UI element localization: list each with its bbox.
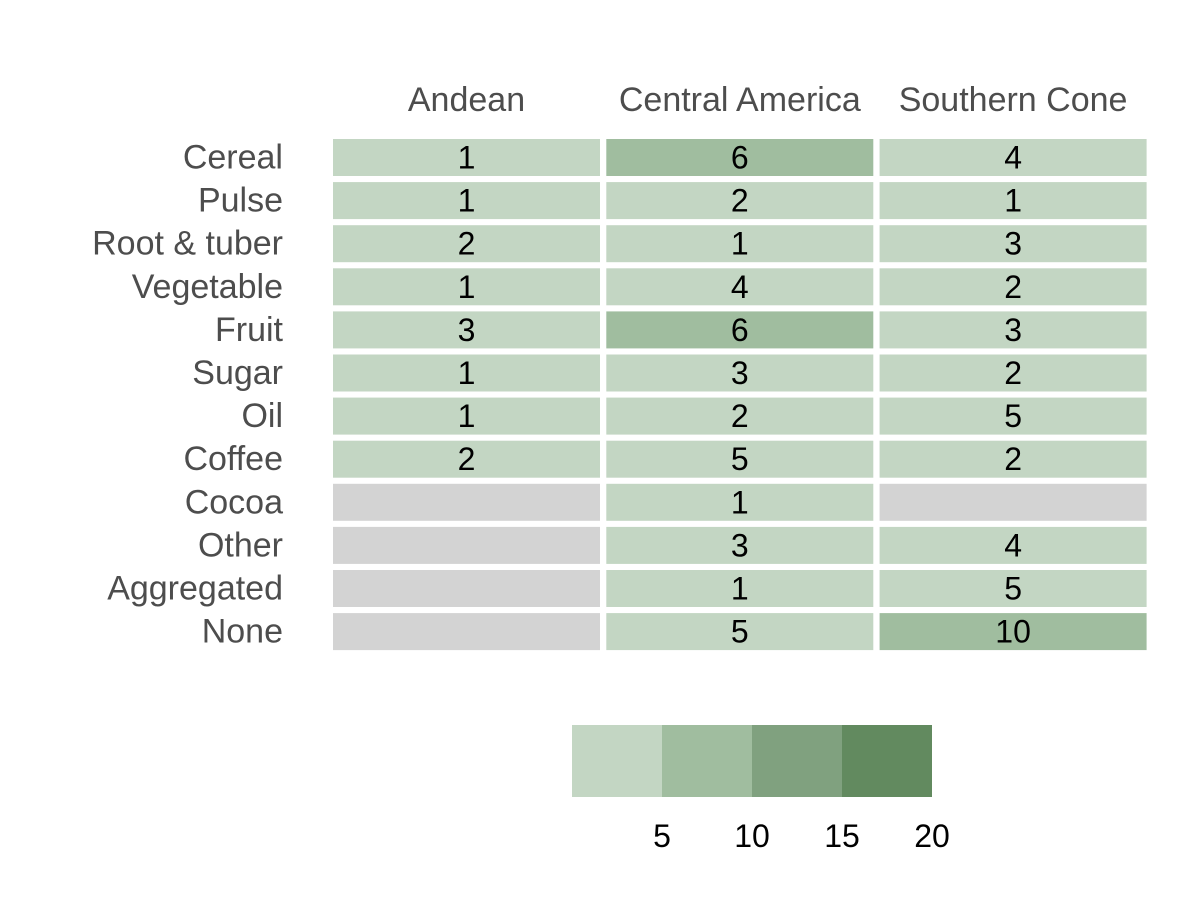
row-label: Pulse bbox=[198, 182, 283, 220]
row-label: Vegetable bbox=[132, 268, 283, 306]
legend-tick-label: 10 bbox=[734, 818, 770, 854]
cell-value-label: 2 bbox=[731, 183, 749, 219]
heatmap-cell bbox=[333, 225, 600, 263]
row-label: Fruit bbox=[215, 311, 284, 349]
cell-value-label: 1 bbox=[458, 398, 476, 434]
cell-value-label: 1 bbox=[1004, 183, 1022, 219]
legend-color-block bbox=[662, 725, 752, 797]
heatmap-cell bbox=[606, 354, 874, 392]
heatmap-cell bbox=[606, 268, 874, 306]
heatmap-cell-empty bbox=[333, 526, 600, 564]
cell-value-label: 4 bbox=[1004, 140, 1022, 176]
row-label: Cocoa bbox=[185, 483, 283, 521]
cell-value-label: 2 bbox=[1004, 355, 1022, 391]
cell-value-label: 5 bbox=[731, 614, 749, 650]
heatmap-cell bbox=[333, 182, 600, 220]
heatmap-cell bbox=[333, 139, 600, 176]
cell-value-label: 5 bbox=[1004, 398, 1022, 434]
legend-tick-label: 15 bbox=[824, 818, 860, 854]
heatmap-cell bbox=[879, 440, 1147, 478]
cell-value-label: 3 bbox=[1004, 312, 1022, 348]
heatmap-cell bbox=[606, 570, 874, 607]
cell-value-label: 6 bbox=[731, 312, 749, 348]
legend-color-block bbox=[752, 725, 842, 797]
cell-value-label: 4 bbox=[1004, 527, 1022, 563]
cell-value-label: 1 bbox=[458, 183, 476, 219]
cell-value-label: 10 bbox=[995, 614, 1031, 650]
heatmap-cell bbox=[879, 311, 1147, 349]
column-labels: Andean Central America Southern Cone bbox=[408, 81, 1128, 119]
heatmap-cell bbox=[606, 225, 874, 263]
heatmap-cell bbox=[333, 268, 600, 306]
row-label: Oil bbox=[241, 397, 283, 435]
heatmap-cell bbox=[879, 139, 1147, 176]
heatmap-cell bbox=[606, 397, 874, 435]
column-label: Andean bbox=[408, 81, 525, 119]
column-label: Central America bbox=[619, 81, 861, 119]
heatmap-cell bbox=[879, 182, 1147, 220]
cell-value-label: 1 bbox=[731, 484, 749, 520]
cell-value-label: 6 bbox=[731, 140, 749, 176]
row-label: Cereal bbox=[183, 139, 283, 177]
legend-tick-label: 5 bbox=[653, 818, 671, 854]
cell-value-label: 5 bbox=[1004, 571, 1022, 607]
legend-color-block bbox=[842, 725, 932, 797]
heatmap-cell bbox=[606, 311, 874, 349]
heatmap-cells: 1 6 4 1 2 1 2 1 3 1 4 2 3 6 3 1 3 2 1 2 5 2 5 2 1 3 4 1 5 5 10 bbox=[333, 139, 1147, 651]
cell-value-label: 3 bbox=[731, 527, 749, 563]
cell-value-label: 3 bbox=[1004, 226, 1022, 262]
heatmap-cell-empty bbox=[333, 570, 600, 607]
cell-value-label: 1 bbox=[458, 355, 476, 391]
cell-value-label: 4 bbox=[731, 269, 749, 305]
heatmap-cell bbox=[879, 526, 1147, 564]
color-legend: 5 10 15 20 bbox=[572, 725, 950, 854]
heatmap-cell bbox=[606, 526, 874, 564]
legend-tick-label: 20 bbox=[914, 818, 950, 854]
column-label: Southern Cone bbox=[899, 81, 1128, 119]
heatmap-cell bbox=[333, 440, 600, 478]
row-labels: Cereal Pulse Root & tuber Vegetable Fruit Sug… bbox=[92, 139, 283, 651]
cell-value-label: 1 bbox=[731, 226, 749, 262]
heatmap-cell bbox=[879, 354, 1147, 392]
legend-color-block bbox=[572, 725, 662, 797]
heatmap-cell bbox=[606, 440, 874, 478]
row-label: None bbox=[202, 613, 283, 651]
heatmap-cell-empty bbox=[879, 483, 1147, 521]
heatmap-cell bbox=[606, 182, 874, 220]
cell-value-label: 3 bbox=[731, 355, 749, 391]
row-label: Aggregated bbox=[107, 570, 283, 608]
heatmap-cell bbox=[879, 225, 1147, 263]
heatmap-cell bbox=[879, 613, 1147, 651]
heatmap-cell bbox=[606, 139, 874, 176]
heatmap-cell bbox=[333, 311, 600, 349]
cell-value-label: 1 bbox=[458, 140, 476, 176]
heatmap-cell bbox=[879, 570, 1147, 607]
row-label: Coffee bbox=[183, 440, 283, 478]
cell-value-label: 2 bbox=[1004, 441, 1022, 477]
heatmap-cell bbox=[879, 268, 1147, 306]
row-label: Other bbox=[198, 526, 283, 564]
cell-value-label: 1 bbox=[458, 269, 476, 305]
row-label: Root & tuber bbox=[92, 225, 283, 263]
heatmap-cell-empty bbox=[333, 613, 600, 651]
cell-value-label: 2 bbox=[1004, 269, 1022, 305]
row-label: Sugar bbox=[192, 354, 283, 392]
heatmap-cell bbox=[879, 397, 1147, 435]
heatmap-cell bbox=[333, 354, 600, 392]
cell-value-label: 2 bbox=[458, 226, 476, 262]
cell-value-label: 2 bbox=[458, 441, 476, 477]
heatmap-cell-empty bbox=[333, 483, 600, 521]
heatmap-cell bbox=[606, 483, 874, 521]
cell-value-label: 3 bbox=[458, 312, 476, 348]
heatmap-cell bbox=[333, 397, 600, 435]
cell-value-label: 5 bbox=[731, 441, 749, 477]
cell-value-label: 2 bbox=[731, 398, 749, 434]
cell-value-label: 1 bbox=[731, 571, 749, 607]
heatmap-cell bbox=[606, 613, 874, 651]
